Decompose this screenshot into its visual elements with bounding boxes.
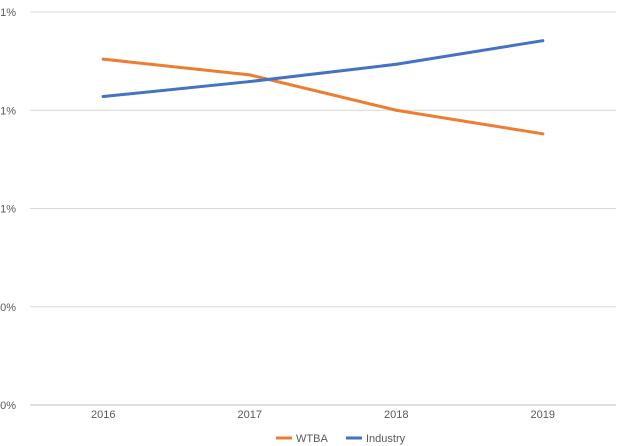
legend: WTBA Industry [276,433,406,445]
y-tick-label: 1% [0,7,16,19]
x-tick-label: 2017 [238,409,262,421]
x-tick-label: 2019 [531,409,555,421]
legend-label-industry: Industry [366,433,406,445]
data-point-wtba [248,73,252,77]
series-line-industry [101,39,545,98]
data-point-industry [394,62,398,66]
x-tick-label: 2018 [384,409,408,421]
data-point-wtba [394,108,398,112]
series-line-wtba [101,57,545,136]
y-tick-label: 0% [0,302,16,314]
x-tick-label: 2016 [91,409,115,421]
series-lines [101,39,545,136]
y-tick-label: 1% [0,105,16,117]
y-tick-label: 0% [0,400,16,412]
y-axis-ticks: 0% 0% 1% 1% 1% [0,7,16,412]
data-point-industry [248,80,252,84]
data-point-industry [101,94,105,98]
data-point-wtba [101,57,105,61]
legend-label-wtba: WTBA [296,433,328,445]
gridlines [30,11,616,406]
data-point-wtba [541,132,545,136]
y-tick-label: 1% [0,204,16,216]
x-axis-ticks: 2016 2017 2018 2019 [91,409,555,421]
data-point-industry [541,39,545,43]
